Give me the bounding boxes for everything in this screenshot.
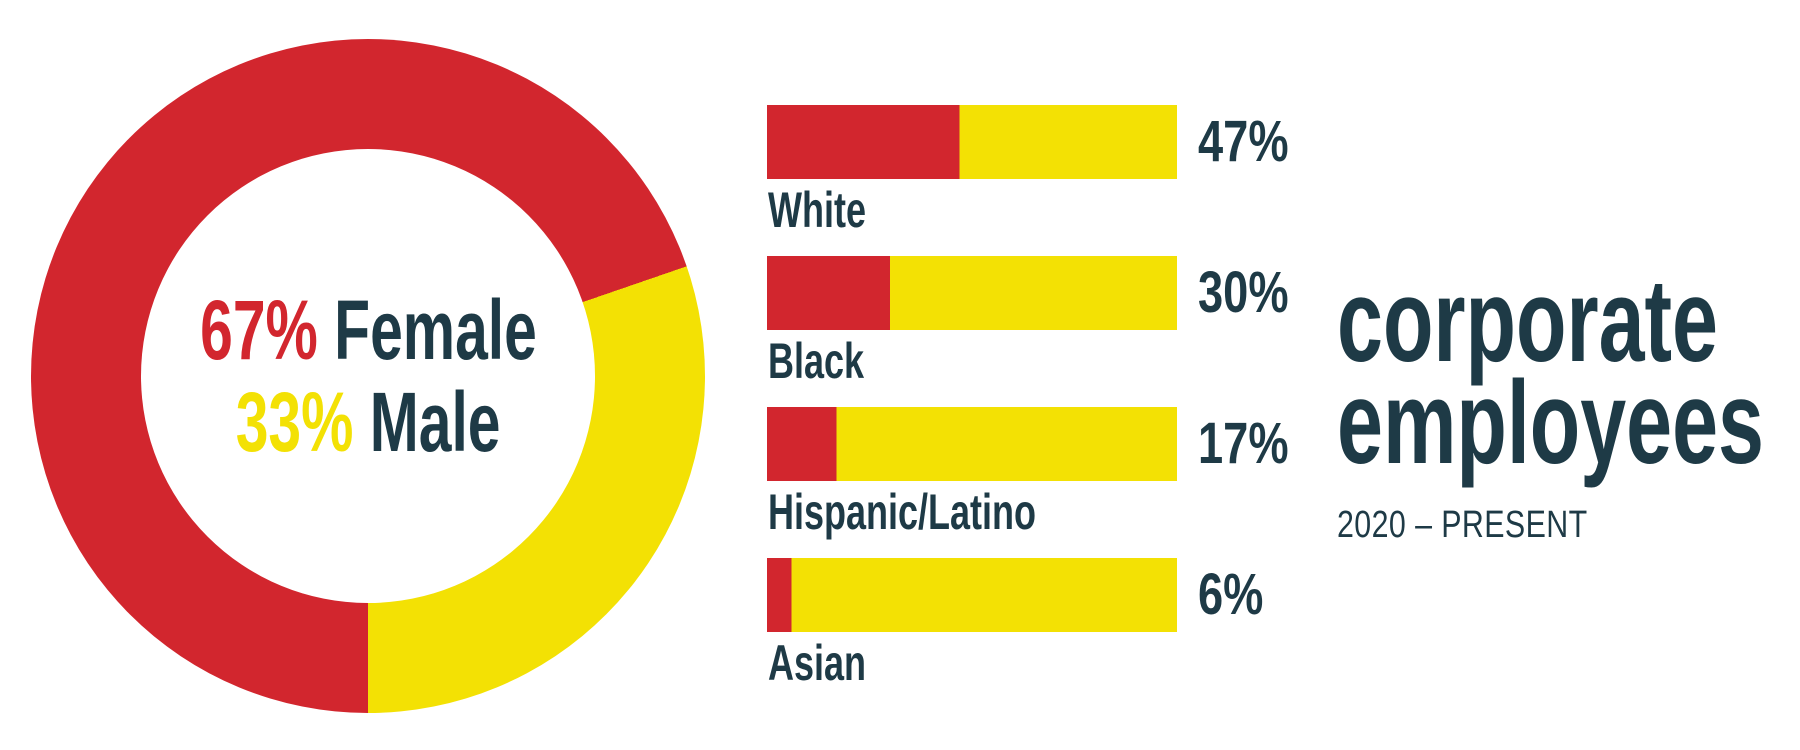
title-line-2: employees bbox=[1337, 357, 1764, 489]
donut-male-line: 33% Male bbox=[236, 376, 501, 468]
male-percent-value: 33% bbox=[235, 375, 354, 469]
gender-donut-chart: 67% Female 33% Male bbox=[31, 39, 705, 713]
male-label: Male bbox=[369, 375, 501, 469]
bar-percent-white: 47% bbox=[1198, 109, 1289, 174]
bar-label-black: Black bbox=[768, 333, 865, 389]
stacked-bar-black bbox=[767, 256, 1177, 330]
stacked-bar-hispanic-latino bbox=[767, 407, 1177, 481]
bar-percent-black: 30% bbox=[1198, 260, 1289, 325]
bar-label-hispanic-latino: Hispanic/Latino bbox=[768, 484, 1037, 540]
female-label: Female bbox=[333, 283, 537, 377]
bar-row-black: 30% Black bbox=[767, 256, 1387, 396]
chart-subtitle: 2020 – PRESENT bbox=[1337, 504, 1588, 546]
female-percent-value: 67% bbox=[199, 283, 318, 377]
donut-hole: 67% Female 33% Male bbox=[141, 149, 595, 603]
bar-label-white: White bbox=[768, 182, 866, 238]
bar-percent-asian: 6% bbox=[1198, 562, 1264, 627]
bar-row-asian: 6% Asian bbox=[767, 558, 1387, 698]
bar-row-hispanic-latino: 17% Hispanic/Latino bbox=[767, 407, 1387, 547]
stacked-bar-asian bbox=[767, 558, 1177, 632]
bar-label-asian: Asian bbox=[768, 635, 867, 691]
bar-row-white: 47% White bbox=[767, 105, 1387, 245]
donut-female-line: 67% Female bbox=[200, 284, 537, 376]
bar-percent-hispanic-latino: 17% bbox=[1198, 411, 1289, 476]
chart-title: corporate employees bbox=[1337, 255, 1800, 489]
stacked-bar-white bbox=[767, 105, 1177, 179]
title-line-1: corporate bbox=[1337, 255, 1718, 387]
